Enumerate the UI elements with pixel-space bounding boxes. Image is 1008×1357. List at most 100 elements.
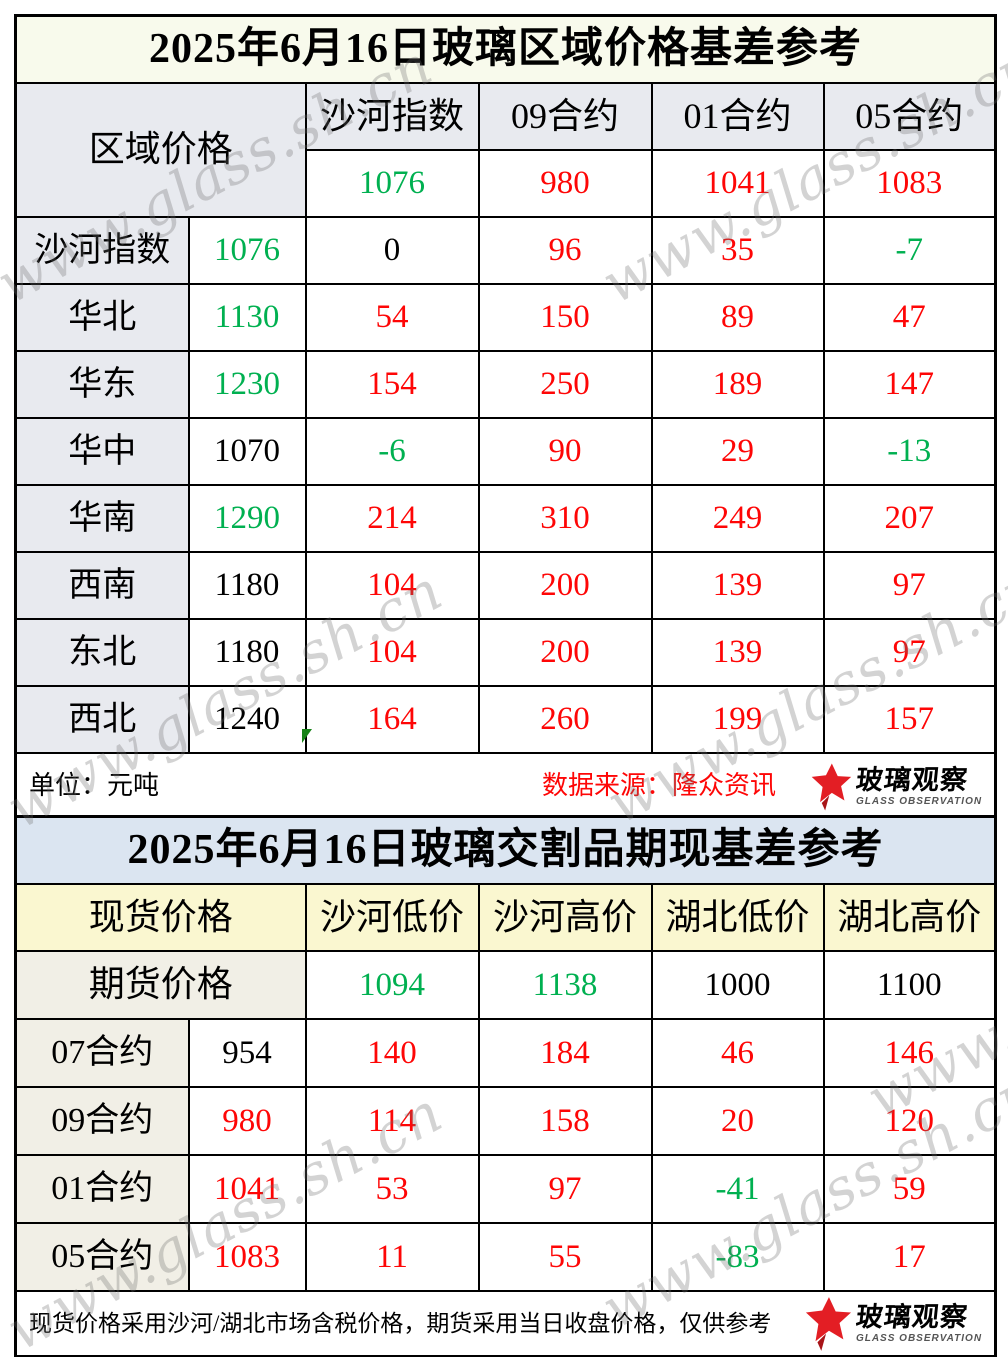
table-cell: 0 <box>304 216 480 285</box>
row-label: 西北 <box>14 685 190 754</box>
table-row: 05合约 1083 11 55 -83 17 <box>14 1222 997 1292</box>
table-row: 07合约 954 140 184 46 146 <box>14 1018 997 1088</box>
table-row: 华中 1070 -6 90 29 -13 <box>14 417 997 486</box>
table-row: 东北 1180 104 200 139 97 <box>14 618 997 687</box>
table-cell: 1100 <box>822 950 997 1020</box>
table-cell: 59 <box>822 1154 997 1224</box>
table1-header-value: 1083 <box>822 149 997 218</box>
table1-header-value: 980 <box>477 149 653 218</box>
table-cell: -13 <box>822 417 997 486</box>
delivery-basis-table: 2025年6月16日玻璃交割品期现基差参考 现货价格 沙河低价 沙河高价 湖北低… <box>14 815 998 1357</box>
row-label: 华东 <box>14 350 190 419</box>
table2-col-header-shahe-low: 沙河低价 <box>304 883 480 952</box>
row-label: 07合约 <box>14 1018 190 1088</box>
table1-title: 2025年6月16日玻璃区域价格基差参考 <box>14 14 997 84</box>
table-cell: 1076 <box>187 216 307 285</box>
logo-en-text: GLASS OBSERVATION <box>855 1332 983 1344</box>
table-cell: 104 <box>304 551 480 620</box>
table1-col-header-shahe-index: 沙河指数 <box>304 82 480 151</box>
logo-en-text: GLASS OBSERVATION <box>855 795 983 807</box>
table-cell: 97 <box>477 1154 653 1224</box>
table-cell: 1000 <box>650 950 825 1020</box>
regional-price-table-grid: 2025年6月16日玻璃区域价格基差参考 区域价格 沙河指数 09合约 01合约… <box>14 14 998 822</box>
table-cell: 1138 <box>477 950 653 1020</box>
table-cell: 154 <box>304 350 480 419</box>
row-label: 华中 <box>14 417 190 486</box>
table-cell: 199 <box>650 685 825 754</box>
table-cell: 184 <box>477 1018 653 1088</box>
row-label: 09合约 <box>14 1086 190 1156</box>
table-cell: 158 <box>477 1086 653 1156</box>
table1-header-value: 1041 <box>650 149 825 218</box>
table-cell: 200 <box>477 551 653 620</box>
table2-col-header-shahe-high: 沙河高价 <box>477 883 653 952</box>
table-cell: 980 <box>187 1086 307 1156</box>
table-cell: 53 <box>304 1154 480 1224</box>
table-cell: 46 <box>650 1018 825 1088</box>
table-row: 09合约 980 114 158 20 120 <box>14 1086 997 1156</box>
table-cell: 90 <box>477 417 653 486</box>
table-cell: 35 <box>650 216 825 285</box>
comment-marker-triangle <box>302 729 312 743</box>
table-cell: 139 <box>650 551 825 620</box>
table-cell: 1070 <box>187 417 307 486</box>
table-row: 沙河指数 1076 0 96 35 -7 <box>14 216 997 285</box>
table-cell: 11 <box>304 1222 480 1292</box>
table-cell: 260 <box>477 685 653 754</box>
delivery-basis-table-grid: 2025年6月16日玻璃交割品期现基差参考 现货价格 沙河低价 沙河高价 湖北低… <box>14 815 998 1357</box>
table-cell: 96 <box>477 216 653 285</box>
table-cell: 47 <box>822 283 997 352</box>
table1-corner-label: 区域价格 <box>14 82 307 218</box>
table-cell: 20 <box>650 1086 825 1156</box>
table-row: 华东 1230 154 250 189 147 <box>14 350 997 419</box>
table-cell: 157 <box>822 685 997 754</box>
table-cell: 120 <box>822 1086 997 1156</box>
table-cell: 249 <box>650 484 825 553</box>
table-cell: -83 <box>650 1222 825 1292</box>
table-cell: 1240 <box>187 685 307 754</box>
row-label: 01合约 <box>14 1154 190 1224</box>
table-cell: 1094 <box>304 950 480 1020</box>
table1-col-header-05: 05合约 <box>822 82 997 151</box>
table-cell: 310 <box>477 484 653 553</box>
table2-col-header-hubei-low: 湖北低价 <box>650 883 825 952</box>
table-cell: 1180 <box>187 551 307 620</box>
table2-title: 2025年6月16日玻璃交割品期现基差参考 <box>14 815 997 885</box>
data-source-label: 数据来源：隆众资讯 <box>541 771 776 801</box>
table-cell: 139 <box>650 618 825 687</box>
table1-footer: 单位：元吨 数据来源：隆众资讯 玻璃观察 GLASS OBSERVATION <box>14 752 997 822</box>
table1-col-header-01: 01合约 <box>650 82 825 151</box>
red-star-icon <box>811 762 852 811</box>
table2-corner-label: 现货价格 <box>14 883 307 952</box>
red-star-icon <box>805 1296 851 1351</box>
futures-price-label: 期货价格 <box>14 950 307 1020</box>
table-cell: 1083 <box>187 1222 307 1292</box>
table-cell: -41 <box>650 1154 825 1224</box>
row-label: 西南 <box>14 551 190 620</box>
table-cell: 146 <box>822 1018 997 1088</box>
table-cell: 147 <box>822 350 997 419</box>
table-cell: 104 <box>304 618 480 687</box>
table-cell: 214 <box>304 484 480 553</box>
table-cell: 1230 <box>187 350 307 419</box>
table-cell: -7 <box>822 216 997 285</box>
table-cell: 1180 <box>187 618 307 687</box>
table-cell: 55 <box>477 1222 653 1292</box>
row-label: 东北 <box>14 618 190 687</box>
footnote-text: 现货价格采用沙河/湖北市场含税价格，期货采用当日收盘价格，仅供参考 <box>29 1310 772 1336</box>
table-cell: 164 <box>304 685 480 754</box>
regional-price-table: 2025年6月16日玻璃区域价格基差参考 区域价格 沙河指数 09合约 01合约… <box>14 14 998 822</box>
table-cell: 207 <box>822 484 997 553</box>
table-cell: 189 <box>650 350 825 419</box>
table-cell: 150 <box>477 283 653 352</box>
table-cell: -6 <box>304 417 480 486</box>
table-cell: 200 <box>477 618 653 687</box>
logo-cn-text: 玻璃观察 <box>854 1301 970 1332</box>
table-row: 西北 1240 164 260 199 157 <box>14 685 997 754</box>
table-cell: 54 <box>304 283 480 352</box>
glass-observation-logo: 玻璃观察 GLASS OBSERVATION <box>804 1296 982 1352</box>
table2-footer: 现货价格采用沙河/湖北市场含税价格，期货采用当日收盘价格，仅供参考 玻璃观察 G… <box>14 1290 997 1357</box>
table-row: 西南 1180 104 200 139 97 <box>14 551 997 620</box>
table-cell: 250 <box>477 350 653 419</box>
